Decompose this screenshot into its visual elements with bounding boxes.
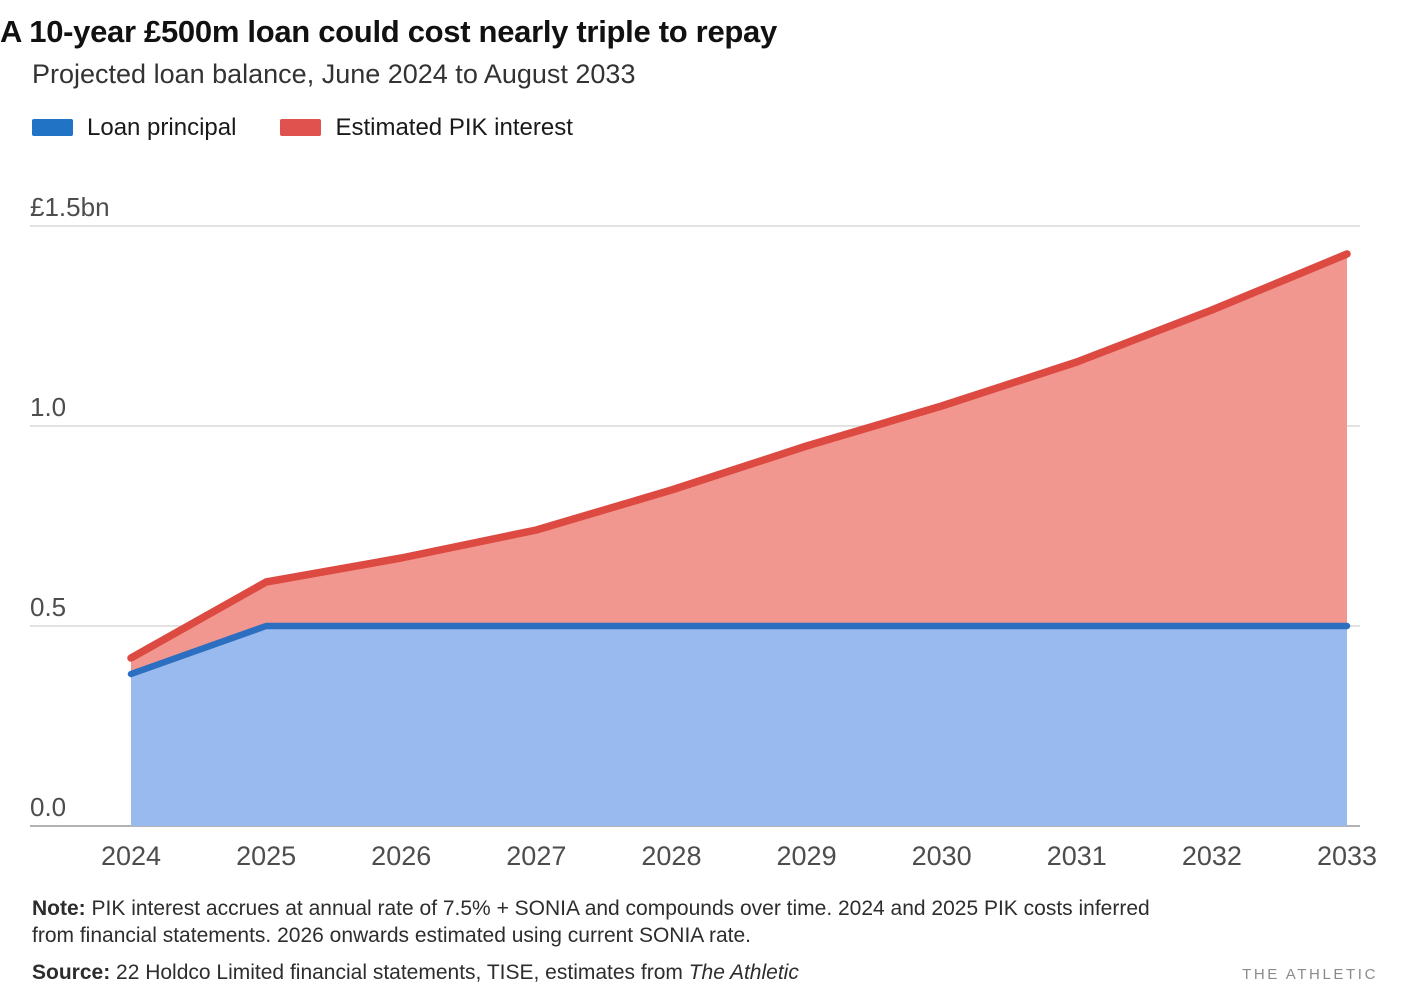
legend-label-pik-interest: Estimated PIK interest [335,113,573,141]
x-tick-label: 2033 [1317,841,1377,871]
note-text: PIK interest accrues at annual rate of 7… [32,896,1150,947]
legend-item-loan-principal: Loan principal [32,114,236,142]
loan-balance-area-chart: 0.0 0.5 1.0 £1.5bn 2024 2025 2026 2027 2028 2029 2… [0,189,1414,879]
y-tick-label: 1.0 [30,392,66,422]
x-tick-label: 2024 [101,841,161,871]
the-athletic-wordmark: THE ATHLETIC [1242,966,1378,984]
line-loan-principal [127,622,1351,677]
source-label: Source: [32,961,111,985]
chart-source: Source: 22 Holdco Limited financial stat… [32,961,799,985]
legend: Loan principal Estimated PIK interest [32,114,1378,142]
x-tick-label: 2028 [641,841,701,871]
x-tick-label: 2029 [777,841,837,871]
line-estimated-pik-interest [127,249,1351,662]
legend-item-pik-interest: Estimated PIK interest [280,113,573,142]
area-loan-principal [131,625,1347,826]
page-title: A 10-year £500m loan could cost nearly t… [0,14,777,49]
legend-label-loan-principal: Loan principal [87,113,237,141]
y-tick-label: 0.0 [30,792,66,822]
chart-note: Note: PIK interest accrues at annual rat… [32,896,1197,950]
x-tick-label: 2032 [1182,841,1242,871]
x-tick-label: 2025 [236,841,296,871]
x-tick-label: 2027 [506,841,566,871]
area-estimated-pik-interest [131,253,1347,674]
x-tick-label: 2031 [1047,841,1107,871]
pik-interest-swatch-icon [280,119,322,137]
source-text: 22 Holdco Limited financial statements, … [110,961,689,985]
loan-principal-swatch-icon [32,119,73,137]
x-tick-label: 2030 [912,841,972,871]
y-tick-label: £1.5bn [30,192,110,222]
x-tick-label: 2026 [371,841,431,871]
y-tick-label: 0.5 [30,592,66,622]
source-publication: The Athletic [688,961,799,985]
source-row: Source: 22 Holdco Limited financial stat… [32,961,1378,985]
chart-subtitle: Projected loan balance, June 2024 to Aug… [32,58,636,89]
area-chart-svg: 0.0 0.5 1.0 £1.5bn 2024 2025 2026 2027 2028 2029 2… [30,192,1377,871]
note-label: Note: [32,896,86,920]
